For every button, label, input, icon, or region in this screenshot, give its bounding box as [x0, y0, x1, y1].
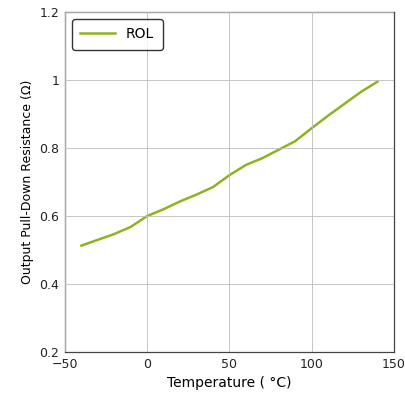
Y-axis label: Output Pull-Down Resistance (Ω): Output Pull-Down Resistance (Ω): [21, 80, 34, 284]
ROL: [309, 126, 313, 131]
ROL: [374, 79, 379, 84]
ROL: [226, 173, 231, 178]
ROL: [112, 232, 117, 236]
ROL: [259, 156, 264, 160]
ROL: [79, 243, 84, 248]
X-axis label: Temperature ( °C): Temperature ( °C): [167, 376, 291, 390]
Legend: ROL: ROL: [72, 19, 162, 50]
ROL: [292, 139, 297, 144]
ROL: [243, 162, 248, 167]
ROL: [161, 207, 166, 212]
ROL: [177, 199, 182, 204]
ROL: [275, 147, 280, 152]
ROL: [95, 237, 100, 242]
ROL: [358, 90, 362, 94]
ROL: [128, 224, 133, 229]
Line: ROL: ROL: [81, 82, 377, 246]
ROL: [341, 102, 346, 106]
ROL: [325, 113, 330, 118]
ROL: [145, 214, 149, 218]
ROL: [194, 192, 198, 197]
ROL: [210, 185, 215, 190]
